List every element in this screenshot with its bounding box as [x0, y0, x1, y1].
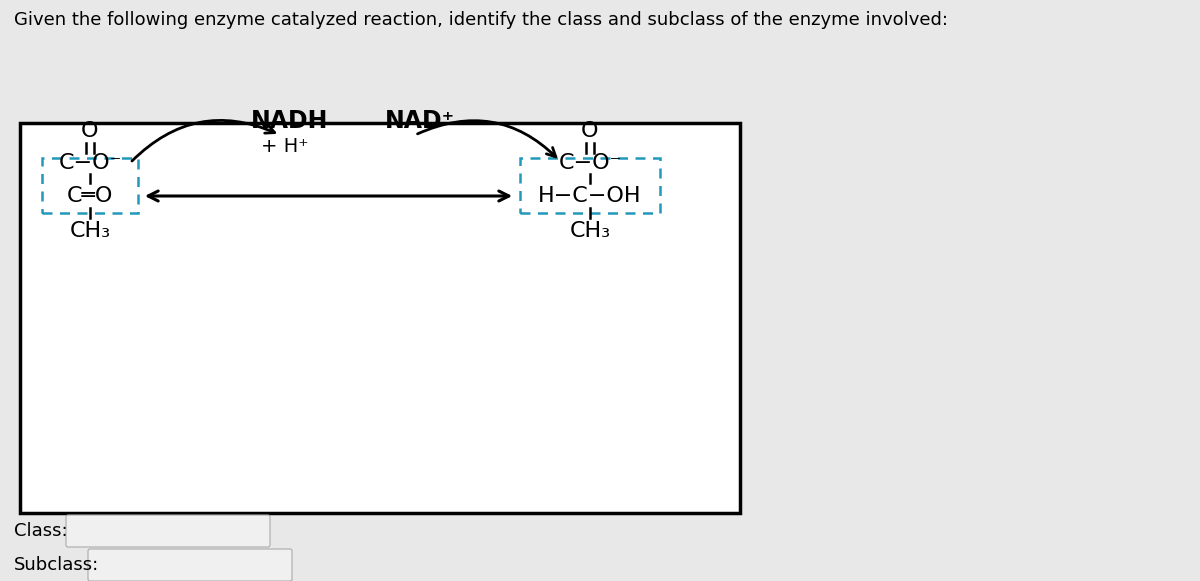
Text: O: O — [581, 121, 599, 141]
FancyBboxPatch shape — [88, 549, 292, 581]
Text: + H⁺: + H⁺ — [262, 137, 308, 156]
Text: C−O⁻: C−O⁻ — [558, 153, 622, 173]
Text: Given the following enzyme catalyzed reaction, identify the class and subclass o: Given the following enzyme catalyzed rea… — [14, 11, 948, 29]
Text: CH₃: CH₃ — [70, 221, 110, 241]
FancyBboxPatch shape — [66, 515, 270, 547]
Text: H−C−OH: H−C−OH — [539, 186, 642, 206]
Text: CH₃: CH₃ — [570, 221, 611, 241]
Text: O: O — [82, 121, 98, 141]
Text: Subclass:: Subclass: — [14, 556, 100, 574]
Bar — [20, 123, 740, 513]
Bar — [42, 158, 138, 213]
Text: C−O⁻: C−O⁻ — [59, 153, 121, 173]
Text: NAD⁺: NAD⁺ — [385, 109, 455, 133]
Text: C═O: C═O — [67, 186, 113, 206]
Text: NADH: NADH — [251, 109, 329, 133]
Bar — [520, 158, 660, 213]
Text: Class:: Class: — [14, 522, 67, 540]
